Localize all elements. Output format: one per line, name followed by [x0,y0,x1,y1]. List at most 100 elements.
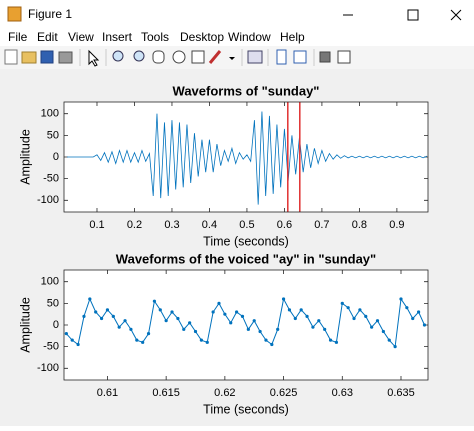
axes-box [63,269,429,381]
x-tick-label: 0.4 [202,219,217,231]
menu-item[interactable]: View [68,30,94,44]
data-point [117,325,121,329]
data-point [293,316,297,321]
x-tick-label: 0.615 [152,387,180,399]
x-tick-label: 0.7 [314,219,329,231]
data-point [94,310,98,314]
data-point [270,342,274,347]
data-point [129,327,133,331]
data-point [88,297,92,301]
new-icon[interactable] [4,49,18,65]
brush-icon[interactable] [208,50,222,64]
x-axis-label: Time (seconds) [203,402,289,416]
menu-item[interactable]: File [8,30,28,44]
data-point [340,301,344,305]
data-point [176,316,180,321]
data-point [70,338,74,342]
data-point [246,327,250,331]
menu-item[interactable]: Help [280,30,305,44]
menu-item[interactable]: Edit [37,30,58,44]
data-point [105,308,110,312]
y-tick-label: -100 [37,362,59,374]
data-point [64,332,68,336]
y-tick-label: 50 [47,297,59,309]
data-point [205,340,209,344]
pan-icon[interactable] [152,50,165,64]
open-icon[interactable] [21,51,37,64]
data-point [229,321,233,325]
colorbar-icon[interactable] [276,49,287,65]
data-point [381,329,385,334]
data-point [188,321,192,325]
show-tools-icon[interactable] [337,50,351,64]
legend-icon[interactable] [293,50,307,64]
data-point [287,308,292,312]
data-point [276,327,280,331]
menu-item[interactable]: Desktop [180,30,224,44]
data-point [311,325,315,329]
data-point [252,319,256,323]
data-point [152,299,157,303]
maximize-button[interactable] [407,9,419,21]
y-tick-label: 100 [41,276,59,288]
hide-tools-icon[interactable] [319,51,331,63]
y-axis-label: Amplitude [18,129,32,185]
data-point [217,301,221,305]
data-point [334,340,339,344]
x-tick-label: 0.625 [270,387,298,399]
data-point [76,342,80,347]
data-point [422,323,427,327]
data-point [99,316,104,321]
y-tick-label: -50 [43,341,59,353]
menu-item[interactable]: Tools [141,30,169,44]
menu-item[interactable]: Insert [102,30,133,44]
menu-item[interactable]: Window [228,30,271,44]
link-icon[interactable] [247,50,263,64]
data-point [417,310,421,314]
datatip-icon[interactable] [191,50,205,64]
data-point [352,316,356,321]
y-tick-label: 50 [47,129,59,141]
menu-items: File Edit View Insert Tools Desktop Window Help [8,30,305,44]
y-axis-label: Amplitude [18,297,32,353]
x-tick-label: 0.2 [127,219,142,231]
print-icon[interactable] [58,51,73,64]
data-point [346,306,350,310]
data-point [364,314,368,318]
x-axis-label: Time (seconds) [203,234,289,248]
app-icon [7,6,22,22]
menu-bar [0,30,474,46]
x-tick-label: 0.8 [352,219,367,231]
x-tick-label: 0.61 [97,387,118,399]
data-point [405,306,409,310]
data-point [164,319,168,323]
data-point [264,338,268,342]
data-point [82,314,86,318]
chart-title: Waveforms of the voiced "ay" in "sunday" [116,251,376,266]
zoom-in-icon[interactable] [112,50,124,62]
waveform-line [67,111,428,205]
data-point [146,332,151,336]
x-tick-label: 0.635 [387,387,415,399]
x-tick-label: 0.1 [89,219,104,231]
save-icon[interactable] [40,50,54,64]
data-point [158,308,162,312]
data-point [182,327,186,331]
data-point [399,297,403,301]
rotate-icon[interactable] [172,50,186,64]
close-button[interactable] [450,9,462,21]
data-point [375,319,380,323]
zoom-out-icon[interactable] [133,50,145,62]
data-point [281,297,286,301]
dropdown-icon[interactable] [229,57,235,60]
data-point [258,329,262,334]
data-point [411,316,415,321]
data-point [170,310,174,314]
pointer-icon[interactable] [88,49,100,67]
x-tick-label: 0.6 [277,219,292,231]
data-point [305,314,309,318]
toolbar-icons [4,49,351,67]
data-point [358,308,362,312]
